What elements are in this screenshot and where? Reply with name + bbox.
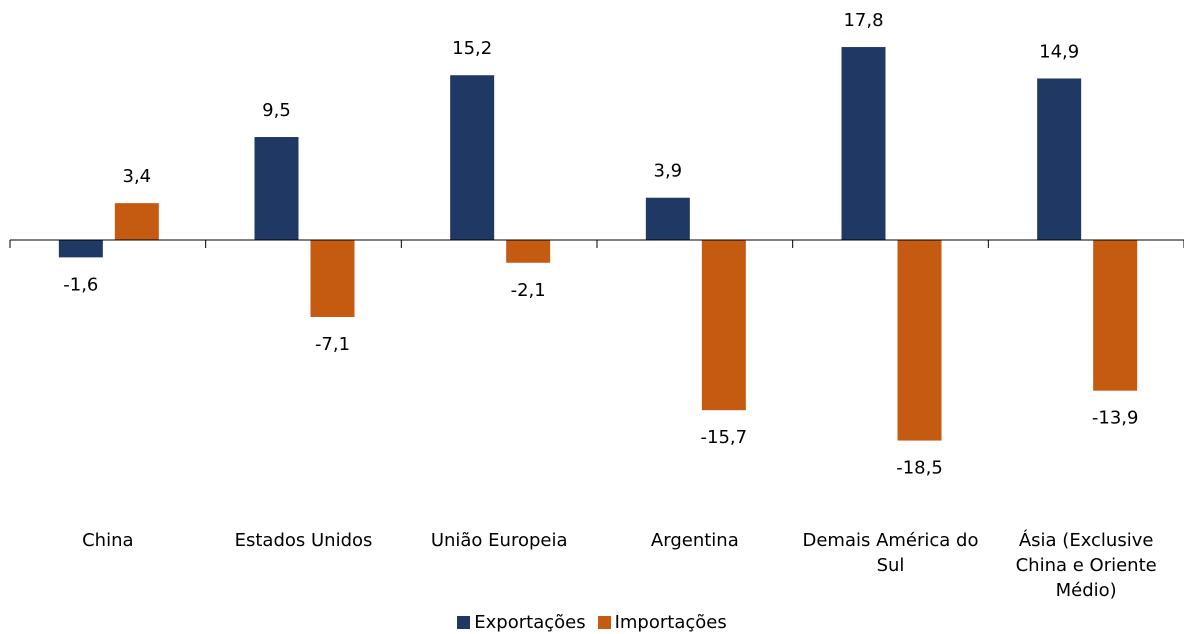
data-label: 9,5 bbox=[262, 100, 291, 121]
bar bbox=[841, 47, 886, 241]
bar bbox=[254, 137, 299, 241]
bar bbox=[645, 197, 690, 241]
bar bbox=[897, 240, 942, 441]
data-label: 3,9 bbox=[654, 161, 683, 182]
bar bbox=[58, 240, 103, 258]
legend-label: Importações bbox=[614, 612, 727, 633]
bar bbox=[1037, 78, 1082, 241]
legend-item: Importações bbox=[597, 612, 727, 633]
x-tick-label: Ásia (Exclusive China e Oriente Médio) bbox=[1015, 530, 1157, 601]
data-label: -15,7 bbox=[701, 427, 748, 448]
bar bbox=[310, 240, 355, 317]
x-tick-label: Estados Unidos bbox=[234, 530, 373, 551]
legend-label: Exportações bbox=[474, 612, 586, 633]
x-tick-label: China bbox=[82, 530, 134, 551]
x-tick-label: União Europeia bbox=[430, 530, 568, 551]
x-tick-label: Demais América do Sul bbox=[802, 530, 979, 576]
data-label: -18,5 bbox=[896, 458, 943, 479]
data-label: -7,1 bbox=[315, 334, 350, 355]
bar bbox=[1093, 240, 1138, 391]
legend-item: Exportações bbox=[457, 612, 586, 633]
bar bbox=[506, 240, 551, 263]
data-label: 14,9 bbox=[1039, 41, 1079, 62]
data-label: 3,4 bbox=[123, 166, 152, 187]
data-label: -2,1 bbox=[511, 280, 546, 301]
data-label: 17,8 bbox=[843, 10, 883, 31]
bar bbox=[450, 75, 495, 241]
legend-swatch bbox=[597, 616, 611, 629]
data-label: -13,9 bbox=[1092, 408, 1139, 429]
legend: Exportações Importações bbox=[0, 612, 1184, 633]
data-label: 15,2 bbox=[452, 38, 492, 59]
x-tick-label: Argentina bbox=[650, 530, 739, 551]
data-label: -1,6 bbox=[63, 274, 98, 295]
bar bbox=[114, 203, 159, 241]
legend-swatch bbox=[457, 616, 471, 629]
bar bbox=[701, 240, 746, 411]
